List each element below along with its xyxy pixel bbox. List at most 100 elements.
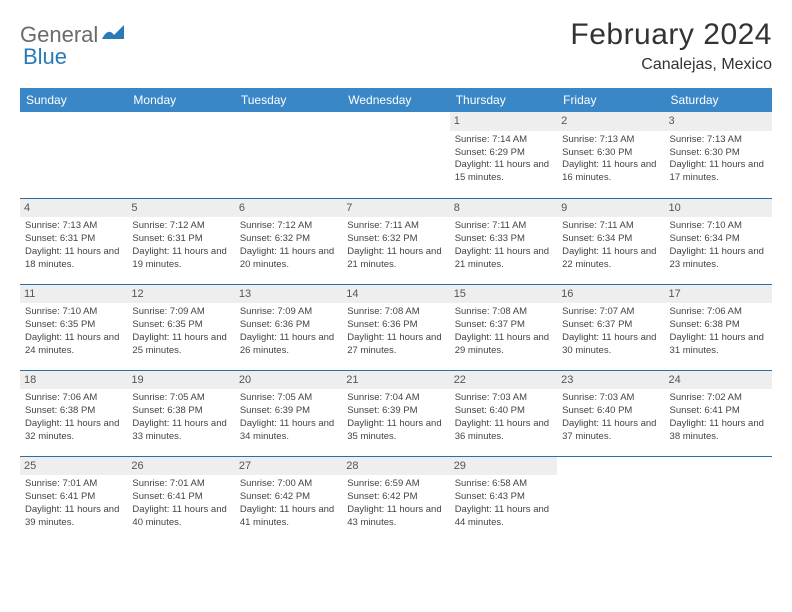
sunrise-text: Sunrise: 7:09 AM [132,306,229,319]
sunrise-text: Sunrise: 7:07 AM [562,306,659,319]
daylight-text: Daylight: 11 hours and 23 minutes. [670,246,767,272]
weekday-header: Thursday [450,88,557,112]
sunset-text: Sunset: 6:32 PM [240,233,337,246]
sunrise-text: Sunrise: 7:03 AM [455,392,552,405]
day-info: Sunrise: 7:11 AMSunset: 6:34 PMDaylight:… [562,220,659,271]
calendar-cell: 22Sunrise: 7:03 AMSunset: 6:40 PMDayligh… [450,370,557,456]
daylight-text: Daylight: 11 hours and 18 minutes. [25,246,122,272]
daylight-text: Daylight: 11 hours and 16 minutes. [562,159,659,185]
day-info: Sunrise: 7:13 AMSunset: 6:30 PMDaylight:… [670,134,767,185]
calendar-cell: 11Sunrise: 7:10 AMSunset: 6:35 PMDayligh… [20,284,127,370]
calendar-cell: 25Sunrise: 7:01 AMSunset: 6:41 PMDayligh… [20,456,127,542]
weekday-header: Wednesday [342,88,449,112]
day-info: Sunrise: 7:02 AMSunset: 6:41 PMDaylight:… [670,392,767,443]
calendar-row: 18 Sunrise: 7:06 AMSunset: 6:38 PMDayligh… [20,370,772,456]
sunset-text: Sunset: 6:37 PM [455,319,552,332]
day-number: 18 [20,371,127,390]
wave-icon [102,25,124,46]
day-number: 25 [20,457,127,476]
day-info: Sunrise: 7:13 AMSunset: 6:31 PMDaylight:… [25,220,122,271]
sunrise-text: Sunrise: 7:02 AM [670,392,767,405]
day-number: 21 [342,371,449,390]
sunset-text: Sunset: 6:30 PM [670,147,767,160]
daylight-text: Daylight: 11 hours and 35 minutes. [347,418,444,444]
sunrise-text: Sunrise: 7:04 AM [347,392,444,405]
calendar-cell: 9 Sunrise: 7:11 AMSunset: 6:34 PMDaylight… [557,198,664,284]
sunset-text: Sunset: 6:40 PM [455,405,552,418]
calendar-cell [342,112,449,198]
day-number: 13 [235,285,342,304]
day-number: 9 [557,199,664,218]
day-info: Sunrise: 7:14 AMSunset: 6:29 PMDaylight:… [455,134,552,185]
day-number: 10 [665,199,772,218]
calendar-cell: 12Sunrise: 7:09 AMSunset: 6:35 PMDayligh… [127,284,234,370]
day-info: Sunrise: 7:04 AMSunset: 6:39 PMDaylight:… [347,392,444,443]
day-number: 17 [665,285,772,304]
calendar-cell: 4Sunrise: 7:13 AMSunset: 6:31 PMDaylight… [20,198,127,284]
sunrise-text: Sunrise: 7:09 AM [240,306,337,319]
sunrise-text: Sunrise: 7:08 AM [347,306,444,319]
sunrise-text: Sunrise: 7:06 AM [670,306,767,319]
daylight-text: Daylight: 11 hours and 31 minutes. [670,332,767,358]
calendar-cell: 26Sunrise: 7:01 AMSunset: 6:41 PMDayligh… [127,456,234,542]
day-info: Sunrise: 7:11 AMSunset: 6:33 PMDaylight:… [455,220,552,271]
calendar-cell: 5 Sunrise: 7:12 AMSunset: 6:31 PMDaylight… [127,198,234,284]
daylight-text: Daylight: 11 hours and 43 minutes. [347,504,444,530]
weekday-header-row: Sunday Monday Tuesday Wednesday Thursday… [20,88,772,112]
calendar-cell: 20Sunrise: 7:05 AMSunset: 6:39 PMDayligh… [235,370,342,456]
daylight-text: Daylight: 11 hours and 30 minutes. [562,332,659,358]
sunset-text: Sunset: 6:29 PM [455,147,552,160]
day-number: 19 [127,371,234,390]
sunrise-text: Sunrise: 7:14 AM [455,134,552,147]
sunset-text: Sunset: 6:36 PM [240,319,337,332]
day-info: Sunrise: 7:03 AMSunset: 6:40 PMDaylight:… [455,392,552,443]
day-number: 20 [235,371,342,390]
sunrise-text: Sunrise: 7:01 AM [25,478,122,491]
sunset-text: Sunset: 6:38 PM [25,405,122,418]
day-number: 12 [127,285,234,304]
sunrise-text: Sunrise: 7:11 AM [562,220,659,233]
day-number: 6 [235,199,342,218]
sunrise-text: Sunrise: 7:12 AM [132,220,229,233]
day-number: 23 [557,371,664,390]
day-info: Sunrise: 7:12 AMSunset: 6:31 PMDaylight:… [132,220,229,271]
day-number: 14 [342,285,449,304]
daylight-text: Daylight: 11 hours and 15 minutes. [455,159,552,185]
day-info: Sunrise: 6:59 AMSunset: 6:42 PMDaylight:… [347,478,444,529]
day-number: 5 [127,199,234,218]
calendar-cell: 2Sunrise: 7:13 AMSunset: 6:30 PMDaylight… [557,112,664,198]
daylight-text: Daylight: 11 hours and 21 minutes. [455,246,552,272]
calendar-cell: 8 Sunrise: 7:11 AMSunset: 6:33 PMDaylight… [450,198,557,284]
day-info: Sunrise: 7:10 AMSunset: 6:34 PMDaylight:… [670,220,767,271]
calendar-cell [557,456,664,542]
day-info: Sunrise: 7:00 AMSunset: 6:42 PMDaylight:… [240,478,337,529]
sunset-text: Sunset: 6:41 PM [25,491,122,504]
daylight-text: Daylight: 11 hours and 25 minutes. [132,332,229,358]
calendar-cell: 24Sunrise: 7:02 AMSunset: 6:41 PMDayligh… [665,370,772,456]
daylight-text: Daylight: 11 hours and 21 minutes. [347,246,444,272]
day-number: 27 [235,457,342,476]
weekday-header: Saturday [665,88,772,112]
sunset-text: Sunset: 6:31 PM [132,233,229,246]
calendar-cell: 10 Sunrise: 7:10 AMSunset: 6:34 PMDayligh… [665,198,772,284]
sunrise-text: Sunrise: 7:03 AM [562,392,659,405]
day-info: Sunrise: 7:06 AMSunset: 6:38 PMDaylight:… [25,392,122,443]
logo-text-blue: Blue [23,44,67,69]
location: Canalejas, Mexico [570,56,772,74]
daylight-text: Daylight: 11 hours and 44 minutes. [455,504,552,530]
day-number: 26 [127,457,234,476]
day-number: 8 [450,199,557,218]
sunrise-text: Sunrise: 7:01 AM [132,478,229,491]
day-info: Sunrise: 7:11 AMSunset: 6:32 PMDaylight:… [347,220,444,271]
calendar-cell: 3 Sunrise: 7:13 AMSunset: 6:30 PMDaylight… [665,112,772,198]
calendar-cell [20,112,127,198]
calendar-cell: 27 Sunrise: 7:00 AMSunset: 6:42 PMDayligh… [235,456,342,542]
sunrise-text: Sunrise: 7:13 AM [25,220,122,233]
daylight-text: Daylight: 11 hours and 41 minutes. [240,504,337,530]
sunset-text: Sunset: 6:36 PM [347,319,444,332]
sunset-text: Sunset: 6:40 PM [562,405,659,418]
sunrise-text: Sunrise: 7:05 AM [132,392,229,405]
daylight-text: Daylight: 11 hours and 33 minutes. [132,418,229,444]
daylight-text: Daylight: 11 hours and 17 minutes. [670,159,767,185]
day-number: 3 [665,112,772,131]
